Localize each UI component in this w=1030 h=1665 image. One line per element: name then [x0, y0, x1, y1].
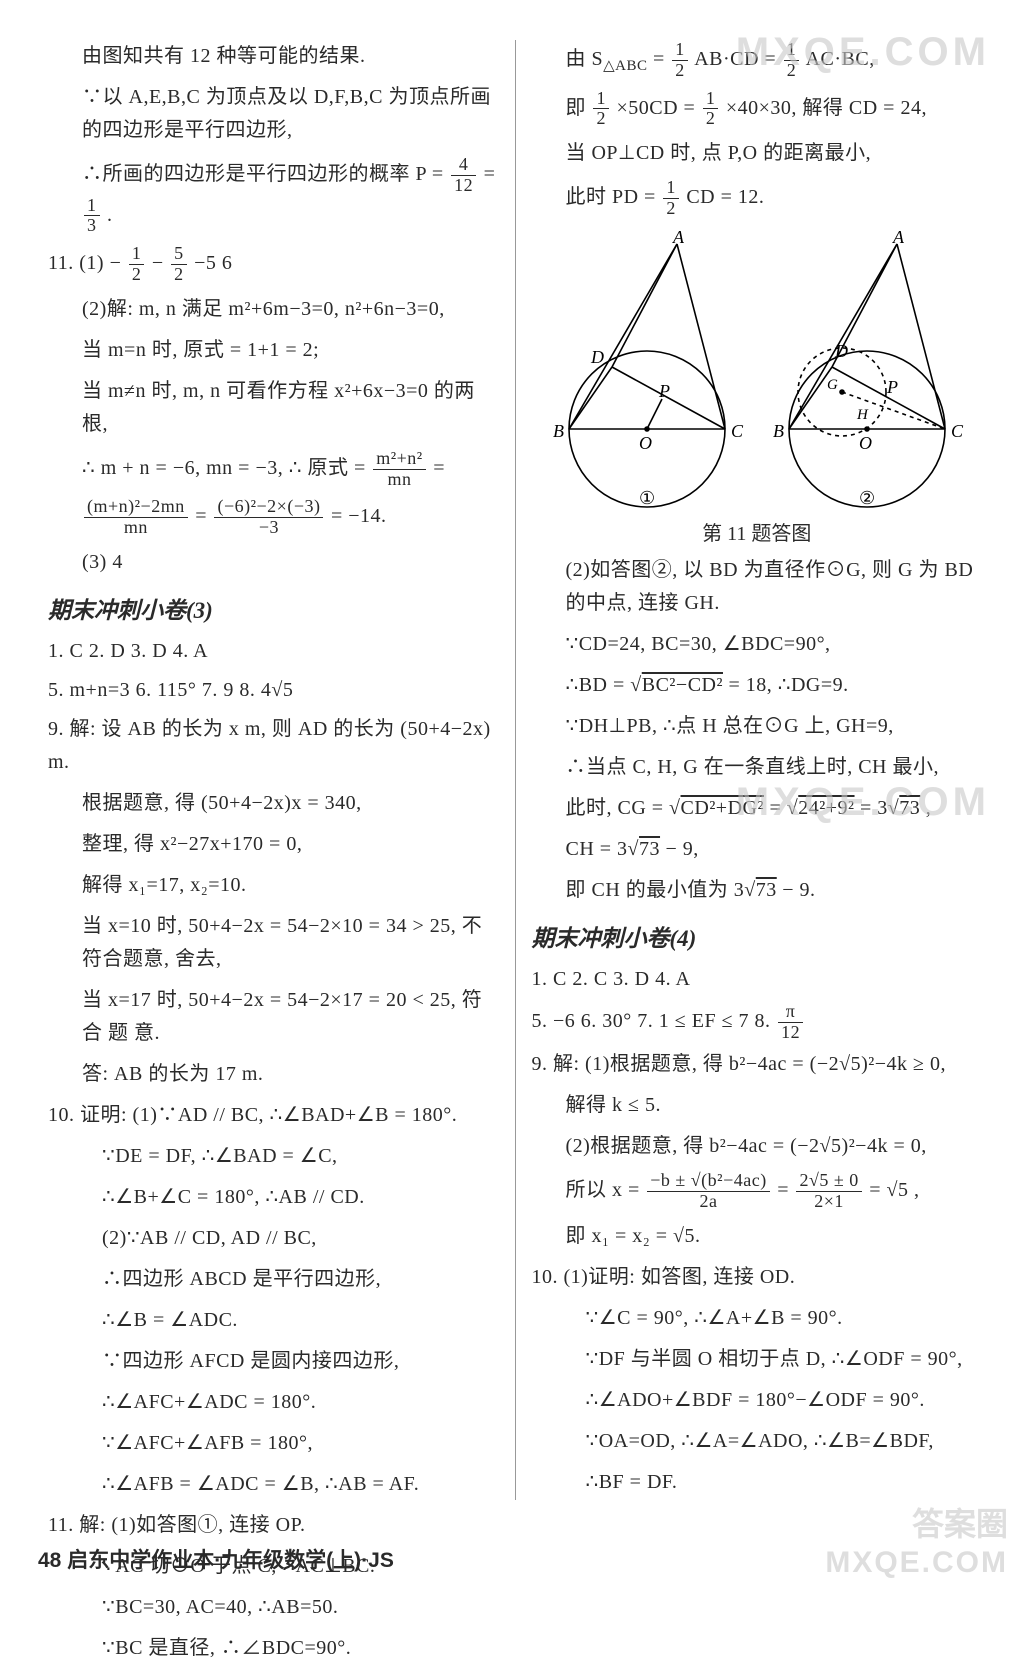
svg-text:C: C — [731, 421, 744, 441]
q11-1: 11. (1) − 12 − 52 −5 6 — [48, 244, 499, 285]
text: (2)根据题意, 得 b²−4ac = (−2√5)²−4k = 0, — [531, 1130, 982, 1163]
svg-text:G: G — [827, 377, 838, 393]
right-column: 由 S△ABC = 12 AB·CD = 12 AC·BC, 即 12 ×50C… — [521, 40, 992, 1500]
watermark: MXQE.COM — [825, 1546, 1008, 1580]
q9: 9. 解: (1)根据题意, 得 b²−4ac = (−2√5)²−4k ≥ 0… — [531, 1048, 982, 1081]
text: 整理, 得 x²−27x+170 = 0, — [48, 828, 499, 861]
text: 答: AB 的长为 17 m. — [48, 1058, 499, 1091]
section-heading-3: 期末冲刺小卷(3) — [48, 591, 499, 625]
svg-text:D: D — [834, 341, 848, 361]
text: ∴∠AFC+∠ADC = 180°. — [48, 1386, 499, 1419]
text: ∵∠AFC+∠AFB = 180°, — [48, 1427, 499, 1460]
text: 根据题意, 得 (50+4−2x)x = 340, — [48, 787, 499, 820]
text: ∵∠C = 90°, ∴∠A+∠B = 90°. — [531, 1302, 982, 1335]
svg-text:①: ① — [639, 488, 655, 508]
svg-text:②: ② — [859, 488, 875, 508]
text: ∵BC=30, AC=40, ∴AB=50. — [48, 1591, 499, 1624]
section-heading-4: 期末冲刺小卷(4) — [531, 919, 982, 953]
answers: 5. −6 6. 30° 7. 1 ≤ EF ≤ 7 8. π12 — [531, 1002, 982, 1043]
text: 当 x=17 时, 50+4−2x = 54−2×17 = 20 < 25, 符… — [48, 984, 499, 1050]
text: 所以 x = −b ± √(b²−4ac)2a = 2√5 ± 02×1 = √… — [531, 1171, 982, 1212]
svg-text:O: O — [639, 433, 652, 453]
text: ∴∠B = ∠ADC. — [48, 1304, 499, 1337]
svg-text:D: D — [590, 347, 604, 367]
figure-11: A B C D O P ① — [531, 229, 982, 515]
text: 由 S△ABC = 12 AB·CD = 12 AC·BC, — [531, 40, 982, 81]
text: 此时 PD = 12 CD = 12. — [531, 178, 982, 219]
q9: 9. 解: 设 AB 的长为 x m, 则 AD 的长为 (50+4−2x) m… — [48, 713, 499, 779]
text: (2)如答图②, 以 BD 为直径作⊙G, 则 G 为 BD 的中点, 连接 G… — [531, 554, 982, 620]
text: 即 x₁ = x₂ = √5. — [531, 1220, 982, 1253]
svg-text:A: A — [672, 229, 685, 247]
svg-text:H: H — [856, 407, 869, 423]
text: (2)∵AB // CD, AD // BC, — [48, 1222, 499, 1255]
text: (3) 4 — [48, 546, 499, 579]
page-number: 48 — [38, 1549, 61, 1572]
text: ∵OA=OD, ∴∠A=∠ADO, ∴∠B=∠BDF, — [531, 1425, 982, 1458]
text: ∴四边形 ABCD 是平行四边形, — [48, 1263, 499, 1296]
text: 当 x=10 时, 50+4−2x = 54−2×10 = 34 > 25, 不… — [48, 910, 499, 976]
svg-text:B: B — [773, 421, 784, 441]
text: ∴BF = DF. — [531, 1466, 982, 1499]
text: ∴∠AFB = ∠ADC = ∠B, ∴AB = AF. — [48, 1468, 499, 1501]
text: 当 OP⊥CD 时, 点 P,O 的距离最小, — [531, 137, 982, 170]
text: ∵BC 是直径, ∴∠BDC=90°. — [48, 1632, 499, 1665]
geometry-diagram-icon: A B C D O P ① — [547, 229, 967, 509]
text: 解得 k ≤ 5. — [531, 1089, 982, 1122]
q10: 10. 证明: (1)∵AD // BC, ∴∠BAD+∠B = 180°. — [48, 1099, 499, 1132]
text: CH = 3√73 − 9, — [531, 833, 982, 866]
text: ∵四边形 AFCD 是圆内接四边形, — [48, 1345, 499, 1378]
q10: 10. (1)证明: 如答图, 连接 OD. — [531, 1261, 982, 1294]
text: 此时, CG = √CD²+DG² = √24²+9² = 3√73 , — [531, 792, 982, 825]
text: 即 CH 的最小值为 3√73 − 9. — [531, 874, 982, 907]
svg-text:C: C — [951, 421, 964, 441]
text: ∵以 A,E,B,C 为顶点及以 D,F,B,C 为顶点所画的四边形是平行四边形… — [48, 81, 499, 147]
column-divider — [515, 40, 516, 1500]
q11: 11. 解: (1)如答图①, 连接 OP. — [48, 1509, 499, 1542]
answers: 1. C 2. D 3. D 4. A — [48, 635, 499, 668]
text: 当 m=n 时, 原式 = 1+1 = 2; — [48, 334, 499, 367]
text: (2)解: m, n 满足 m²+6m−3=0, n²+6n−3=0, — [48, 293, 499, 326]
text: (m+n)²−2mnmn = (−6)²−2×(−3)−3 = −14. — [48, 497, 499, 538]
svg-text:B: B — [553, 421, 564, 441]
page: 由图知共有 12 种等可能的结果. ∵以 A,E,B,C 为顶点及以 D,F,B… — [0, 0, 1030, 1520]
text: ∴∠B+∠C = 180°, ∴AB // CD. — [48, 1181, 499, 1214]
page-footer: 48 启东中学作业本·九年级数学(上)·JS — [38, 1544, 394, 1574]
text: 即 12 ×50CD = 12 ×40×30, 解得 CD = 24, — [531, 89, 982, 130]
text: ∴∠ADO+∠BDF = 180°−∠ODF = 90°. — [531, 1384, 982, 1417]
text: ∴ m + n = −6, mn = −3, ∴ 原式 = m²+n²mn = — [48, 449, 499, 490]
answers: 5. m+n=3 6. 115° 7. 9 8. 4√5 — [48, 674, 499, 707]
svg-text:O: O — [859, 433, 872, 453]
text: 解得 x₁=17, x₂=10. — [48, 869, 499, 902]
text: ∴所画的四边形是平行四边形的概率 P = 412 = 13 . — [48, 155, 499, 236]
figure-caption: 第 11 题答图 — [531, 517, 982, 546]
text: ∴当点 C, H, G 在一条直线上时, CH 最小, — [531, 751, 982, 784]
text: ∵DH⊥PB, ∴点 H 总在⊙G 上, GH=9, — [531, 710, 982, 743]
left-column: 由图知共有 12 种等可能的结果. ∵以 A,E,B,C 为顶点及以 D,F,B… — [38, 40, 509, 1500]
svg-text:P: P — [886, 377, 898, 397]
text: ∵DE = DF, ∴∠BAD = ∠C, — [48, 1140, 499, 1173]
text: 由图知共有 12 种等可能的结果. — [48, 40, 499, 73]
svg-text:A: A — [892, 229, 905, 247]
answers: 1. C 2. C 3. D 4. A — [531, 963, 982, 996]
text: 当 m≠n 时, m, n 可看作方程 x²+6x−3=0 的两根, — [48, 375, 499, 441]
text: ∴BD = √BC²−CD² = 18, ∴DG=9. — [531, 669, 982, 702]
text: ∵CD=24, BC=30, ∠BDC=90°, — [531, 628, 982, 661]
svg-text:P: P — [658, 381, 670, 401]
text: ∵DF 与半圆 O 相切于点 D, ∴∠ODF = 90°, — [531, 1343, 982, 1376]
